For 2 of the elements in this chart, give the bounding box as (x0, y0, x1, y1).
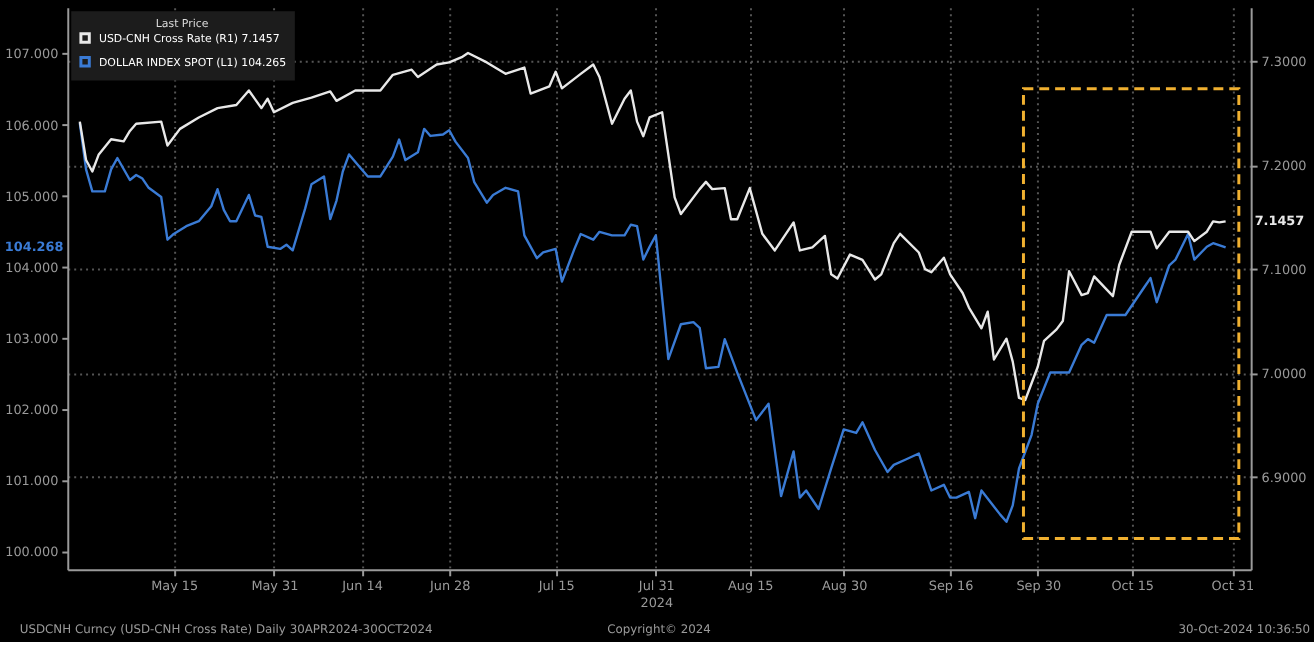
line-series (78, 121, 1227, 523)
line-series (78, 51, 1227, 402)
